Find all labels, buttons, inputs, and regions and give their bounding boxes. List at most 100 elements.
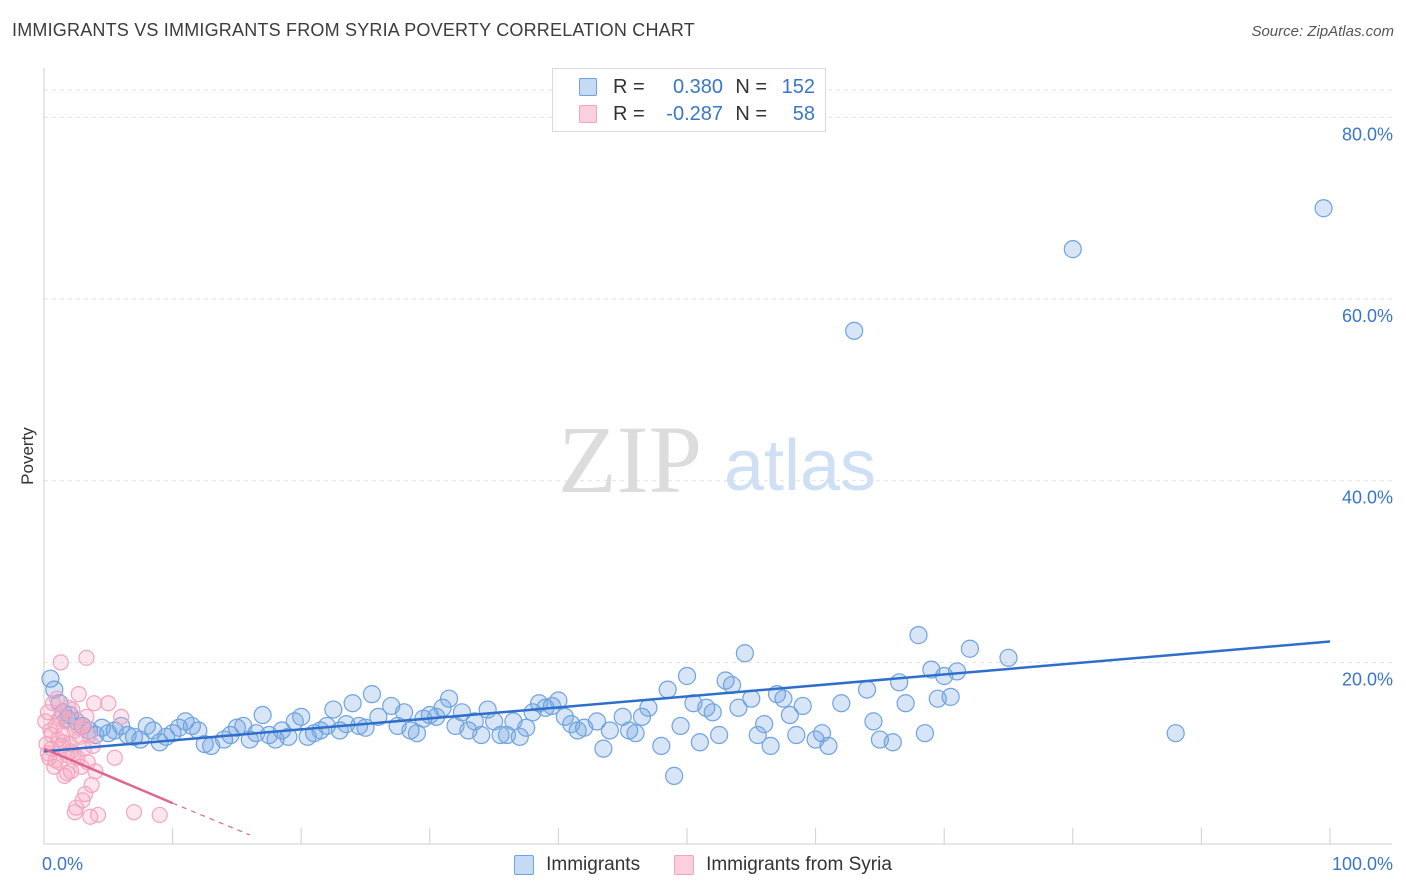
data-point-immigrants (549, 691, 568, 710)
stats-legend: R = 0.380 N = 152 R = -0.287 N = 58 (552, 68, 826, 132)
data-point-syria (46, 758, 63, 775)
grid-lines (44, 89, 1392, 663)
data-point-immigrants (780, 705, 799, 725)
legend-n-label: N = (735, 75, 767, 98)
data-point-immigrants (253, 705, 272, 725)
data-point-immigrants (729, 698, 748, 717)
data-point-syria (59, 765, 76, 782)
data-point-immigrants (292, 707, 311, 726)
legend-label-syria: Immigrants from Syria (706, 854, 892, 875)
data-point-immigrants (761, 736, 780, 756)
data-point-immigrants (890, 673, 909, 692)
legend-swatch-syria (579, 105, 597, 123)
data-point-immigrants (639, 698, 658, 717)
data-point-immigrants (748, 725, 767, 745)
tick-labels: 20.0% 40.0% 60.0% 80.0% 0.0% 100.0% (42, 124, 1393, 874)
data-point-syria (151, 806, 168, 824)
data-point-immigrants (864, 712, 883, 731)
data-point-syria (125, 804, 143, 821)
series-syria-points (37, 649, 168, 825)
legend-r-value: -0.287 (666, 102, 723, 125)
data-point-syria (52, 654, 69, 671)
data-point-immigrants (960, 639, 980, 658)
data-point-immigrants (845, 321, 864, 340)
data-point-immigrants (665, 766, 684, 785)
data-point-syria (83, 776, 100, 794)
data-point-syria (66, 804, 83, 821)
watermark: ZIP atlas (558, 406, 876, 513)
watermark-zip: ZIP (558, 406, 702, 513)
data-point-immigrants (510, 727, 529, 746)
data-point-immigrants (999, 648, 1018, 667)
data-point-immigrants (819, 736, 838, 756)
data-point-immigrants (832, 694, 851, 713)
data-point-immigrants (793, 696, 812, 716)
data-point-immigrants (632, 707, 652, 726)
data-point-immigrants (735, 644, 754, 663)
data-point-syria (64, 701, 81, 718)
data-point-immigrants (755, 715, 774, 734)
data-point-immigrants (279, 727, 298, 746)
data-point-syria (113, 708, 130, 725)
data-point-syria (89, 806, 107, 824)
data-point-immigrants (710, 725, 729, 745)
data-point-syria (70, 686, 87, 703)
series-legend: Immigrants Immigrants from Syria (0, 852, 1406, 878)
data-point-immigrants (41, 669, 60, 688)
data-point-immigrants (600, 721, 619, 740)
legend-swatch-syria (674, 855, 695, 875)
data-point-immigrants (1063, 240, 1082, 259)
data-point-immigrants (690, 733, 709, 752)
data-point-immigrants (1166, 724, 1185, 743)
data-point-immigrants (703, 703, 722, 722)
data-point-immigrants (626, 724, 645, 743)
data-point-immigrants (742, 689, 761, 708)
data-point-immigrants (472, 725, 491, 745)
data-point-immigrants (671, 716, 690, 736)
data-point-immigrants (517, 718, 536, 737)
data-point-immigrants (941, 687, 960, 706)
data-point-immigrants (909, 626, 928, 645)
series-immigrants-points (41, 199, 1333, 785)
trend-line-syria (43, 747, 174, 805)
data-point-syria (74, 792, 91, 809)
legend-r-label: R = (613, 75, 645, 98)
data-point-immigrants (195, 734, 214, 754)
data-point-immigrants (343, 694, 362, 713)
legend-r-value: 0.380 (672, 75, 723, 98)
data-point-immigrants (227, 718, 246, 737)
data-point-immigrants (787, 725, 806, 745)
legend-item-syria[interactable]: Immigrants from Syria (674, 854, 892, 876)
data-point-immigrants (915, 724, 935, 743)
chart-title: IMMIGRANTS VS IMMIGRANTS FROM SYRIA POVE… (12, 20, 695, 40)
trend-lines (43, 640, 1331, 836)
data-point-immigrants (555, 707, 574, 726)
y-tick-label: 60.0% (1342, 306, 1393, 326)
data-point-syria (51, 710, 68, 727)
legend-r-label: R = (613, 102, 645, 125)
data-point-immigrants (883, 733, 902, 752)
data-point-immigrants (45, 680, 64, 699)
legend-swatch-immigrants (579, 78, 597, 96)
x-tick-label-min: 0.0% (42, 854, 83, 874)
data-point-syria (106, 749, 123, 766)
data-point-syria (48, 690, 65, 707)
data-point-immigrants (594, 739, 613, 758)
legend-item-immigrants[interactable]: Immigrants (514, 854, 640, 876)
y-tick-label: 20.0% (1342, 669, 1393, 689)
data-point-immigrants (658, 680, 677, 699)
legend-n-value: 152 (781, 75, 815, 98)
axes (43, 68, 1392, 845)
legend-n-value: 58 (792, 102, 815, 125)
source-label: Source: ZipAtlas.com (1251, 23, 1394, 40)
data-point-immigrants (896, 694, 915, 713)
data-point-immigrants (587, 712, 607, 731)
data-point-immigrants (112, 716, 131, 736)
data-point-syria (86, 695, 103, 712)
data-point-syria (78, 708, 95, 725)
data-point-syria (43, 726, 60, 744)
data-point-immigrants (362, 685, 382, 704)
watermark-atlas: atlas (724, 426, 876, 506)
data-point-immigrants (774, 689, 793, 708)
